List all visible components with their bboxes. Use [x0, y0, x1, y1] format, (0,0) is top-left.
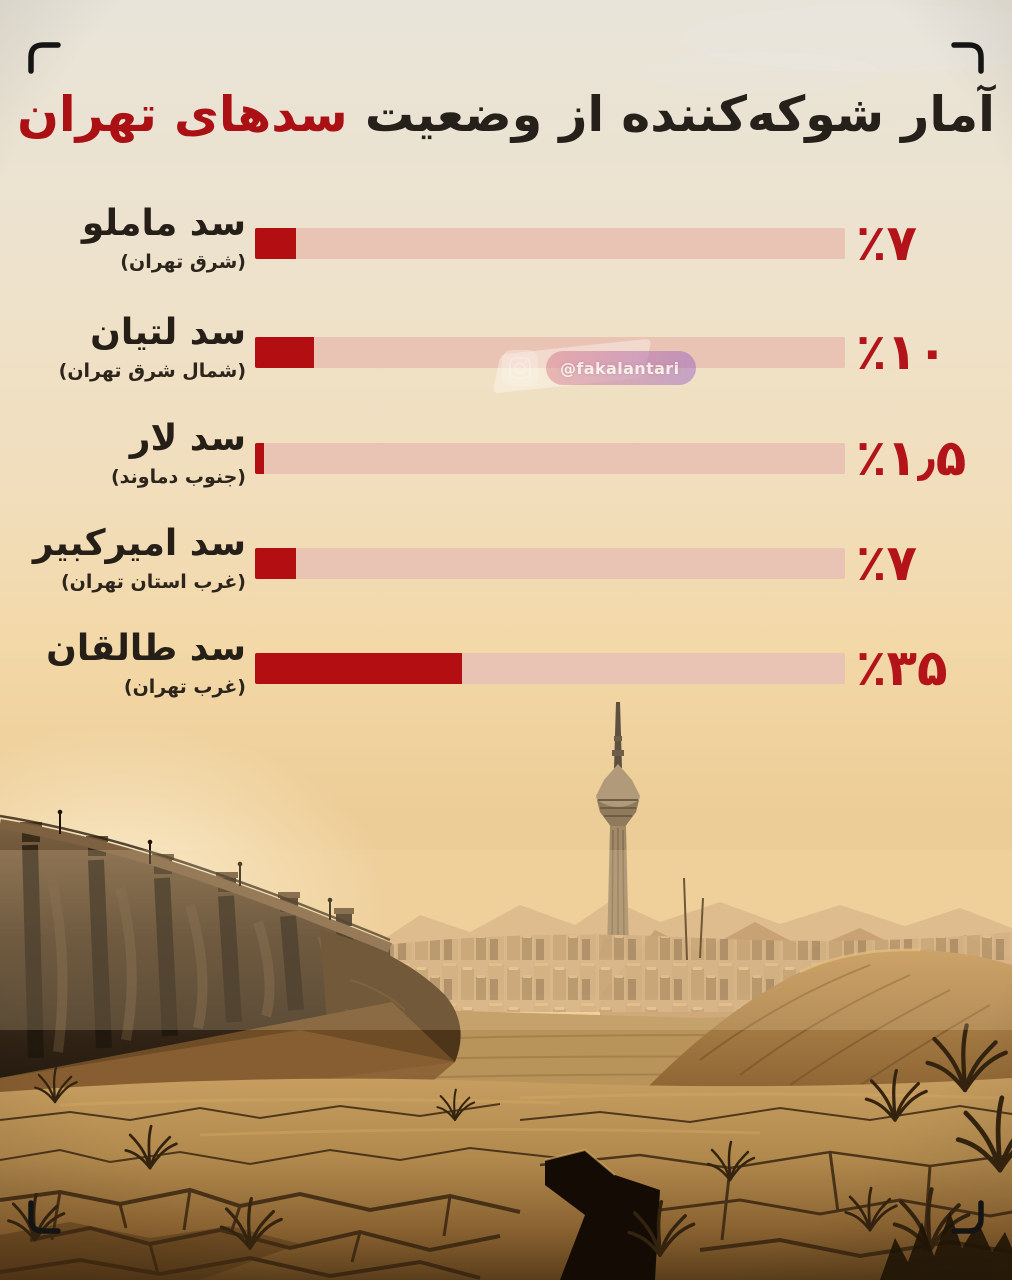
dam-name: سد لار: [129, 418, 246, 459]
dam-location: (غرب تهران): [123, 675, 246, 698]
dam-name: سد لتیان: [90, 312, 246, 353]
bar-fill: [255, 653, 462, 684]
dam-row: سد ماملو (شرق تهران) ٪۷: [0, 204, 1012, 272]
dam-label: سد طالقان (غرب تهران): [28, 628, 246, 698]
dam-label: سد لتیان (شمال شرق تهران): [28, 312, 246, 382]
percentage-label: ٪۷: [856, 534, 918, 592]
dam-row: سد امیرکبیر (غرب استان تهران) ٪۷: [0, 524, 1012, 592]
watermark: @fakalantari: [502, 346, 696, 390]
dam-row: سد طالقان (غرب تهران) ٪۳۵: [0, 629, 1012, 697]
dam-label: سد لار (جنوب دماوند): [28, 418, 246, 488]
percentage-label: ٪۱٫۵: [856, 429, 967, 487]
bar-track: [255, 228, 845, 259]
title-highlight: سدهای تهران: [17, 86, 348, 143]
title-prefix: آمار شوکه‌کننده از وضعیت: [364, 86, 995, 143]
dam-location: (شمال شرق تهران): [58, 359, 246, 382]
dam-name: سد ماملو: [81, 203, 246, 244]
dam-location: (جنوب دماوند): [110, 465, 246, 488]
bar-track: [255, 653, 845, 684]
dam-label: سد ماملو (شرق تهران): [28, 203, 246, 273]
crop-mark-top-left: [28, 42, 61, 74]
dam-name: سد امیرکبیر: [32, 523, 246, 564]
bar-fill: [255, 337, 314, 368]
instagram-icon: [502, 350, 538, 386]
bar-fill: [255, 548, 297, 579]
watermark-handle: @fakalantari: [546, 351, 696, 385]
bar-fill: [255, 228, 297, 259]
percentage-label: ٪۷: [856, 214, 918, 272]
bar-fill: [255, 443, 264, 474]
dam-name: سد طالقان: [46, 628, 246, 669]
crop-marks: [28, 42, 984, 1234]
crop-mark-bottom-left: [28, 1200, 61, 1234]
bar-track: [255, 443, 845, 474]
dam-label: سد امیرکبیر (غرب استان تهران): [28, 523, 246, 593]
crop-mark-top-right: [951, 42, 984, 74]
dam-location: (غرب استان تهران): [60, 570, 246, 593]
page-title: آمار شوکه‌کننده از وضعیت سدهای تهران: [0, 86, 1012, 143]
bar-track: [255, 548, 845, 579]
dam-row: سد لتیان (شمال شرق تهران) ٪۱۰: [0, 313, 1012, 381]
crop-mark-bottom-right: [951, 1200, 984, 1234]
percentage-label: ٪۱۰: [856, 323, 948, 381]
dam-row: سد لار (جنوب دماوند) ٪۱٫۵: [0, 419, 1012, 487]
percentage-label: ٪۳۵: [856, 639, 948, 697]
dam-location: (شرق تهران): [120, 250, 246, 273]
